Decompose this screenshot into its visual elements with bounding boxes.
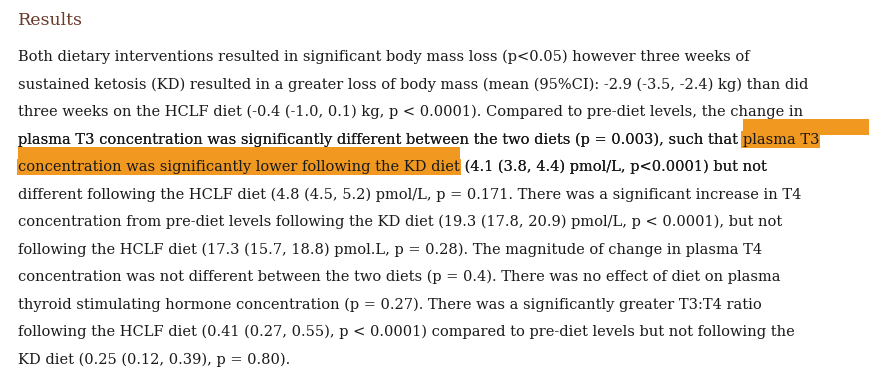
Text: plasma T3 concentration was significantly different between the two diets (p = 0: plasma T3 concentration was significantl… <box>18 133 742 147</box>
Text: different following the HCLF diet (4.8 (4.5, 5.2) pmol/L, p = 0.171. There was a: different following the HCLF diet (4.8 (… <box>18 187 800 202</box>
Text: plasma T3 concentration was significantly different between the two diets (p = 0: plasma T3 concentration was significantl… <box>18 133 742 147</box>
Bar <box>742 119 868 135</box>
Text: Both dietary interventions resulted in significant body mass loss (p<0.05) howev: Both dietary interventions resulted in s… <box>18 50 749 65</box>
Text: concentration was significantly lower following the KD diet: concentration was significantly lower fo… <box>18 160 459 174</box>
Text: plasma T3: plasma T3 <box>742 133 818 147</box>
Text: (4.1 (3.8, 4.4) pmol/L, p<0.0001) but not: (4.1 (3.8, 4.4) pmol/L, p<0.0001) but no… <box>459 160 766 174</box>
Text: plasma T3: plasma T3 <box>742 133 818 147</box>
Text: three weeks on the HCLF diet (-0.4 (-1.0, 0.1) kg, p < 0.0001). Compared to pre-: three weeks on the HCLF diet (-0.4 (-1.0… <box>18 105 802 119</box>
Text: (4.1 (3.8, 4.4) pmol/L, p<0.0001) but not: (4.1 (3.8, 4.4) pmol/L, p<0.0001) but no… <box>459 160 766 174</box>
Text: following the HCLF diet (0.41 (0.27, 0.55), p < 0.0001) compared to pre-diet lev: following the HCLF diet (0.41 (0.27, 0.5… <box>18 325 794 339</box>
Text: following the HCLF diet (17.3 (15.7, 18.8) pmol.L, p = 0.28). The magnitude of c: following the HCLF diet (17.3 (15.7, 18.… <box>18 242 761 257</box>
Text: thyroid stimulating hormone concentration (p = 0.27). There was a significantly : thyroid stimulating hormone concentratio… <box>18 298 761 312</box>
Text: concentration was significantly lower following the KD diet: concentration was significantly lower fo… <box>18 160 459 174</box>
Text: concentration was not different between the two diets (p = 0.4). There was no ef: concentration was not different between … <box>18 270 780 284</box>
Text: sustained ketosis (KD) resulted in a greater loss of body mass (mean (95%CI): -2: sustained ketosis (KD) resulted in a gre… <box>18 77 807 92</box>
Text: KD diet (0.25 (0.12, 0.39), p = 0.80).: KD diet (0.25 (0.12, 0.39), p = 0.80). <box>18 352 290 367</box>
Text: concentration from pre-diet levels following the KD diet (19.3 (17.8, 20.9) pmol: concentration from pre-diet levels follo… <box>18 215 781 230</box>
Bar <box>18 147 459 162</box>
Text: Results: Results <box>18 12 83 29</box>
